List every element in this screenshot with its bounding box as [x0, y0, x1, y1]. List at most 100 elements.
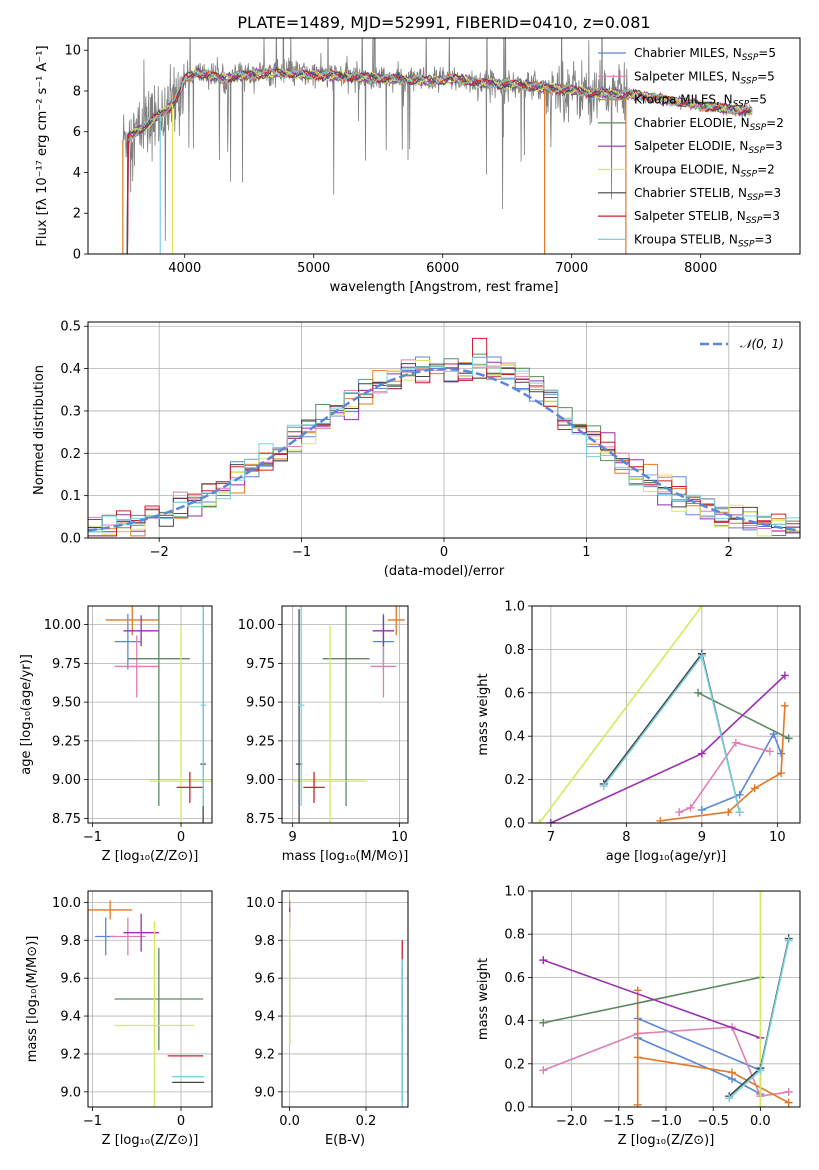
- x-tick-label: 10: [769, 830, 786, 845]
- weight-series-line: [678, 741, 770, 813]
- weight-marker: [724, 808, 733, 817]
- y-tick-label: 0.4: [60, 362, 81, 377]
- y-tick-label: 9.75: [52, 657, 81, 672]
- x-tick-label: 9: [289, 830, 297, 845]
- x-tick-label: −1: [83, 830, 102, 845]
- y-tick-label: 0.0: [504, 1101, 525, 1116]
- y-axis-label: mass [log₁₀(M/M⊙)]: [25, 936, 40, 1063]
- error-bar-point: [298, 606, 305, 806]
- y-tick-label: 0.1: [60, 489, 81, 504]
- y-tick-label: 9.50: [52, 696, 81, 711]
- legend-label: 𝒩(0, 1): [740, 337, 784, 351]
- error-bar-point: [176, 771, 204, 803]
- x-tick-label: 4000: [168, 261, 201, 276]
- weight-marker: [777, 749, 786, 758]
- y-tick-label: 1.0: [504, 600, 525, 615]
- y-tick-label: 0.8: [504, 928, 525, 943]
- legend-label: Salpeter MILES, NSSP=5: [634, 69, 775, 86]
- x-tick-label: 10: [391, 830, 408, 845]
- weight-marker: [784, 936, 793, 945]
- x-tick-label: 8000: [684, 261, 717, 276]
- weight-marker: [539, 956, 548, 965]
- weight-marker: [535, 819, 544, 823]
- weight-marker: [599, 782, 608, 791]
- x-axis-label: Z [log₁₀(Z/Z⊙)]: [102, 849, 199, 864]
- weight-marker: [756, 1066, 765, 1075]
- x-tick-label: −1: [292, 545, 311, 560]
- y-tick-label: 9.0: [254, 1085, 275, 1100]
- weight-marker: [697, 749, 706, 758]
- error-bar-point: [114, 921, 195, 1107]
- y-tick-label: 0.8: [504, 643, 525, 658]
- y-tick-label: 0.2: [504, 1057, 525, 1072]
- legend-label: Salpeter STELIB, NSSP=3: [634, 209, 780, 226]
- chart-age_vs_z: −1 0 8.75 9.00 9.25 9.50 9.75 10.00 Z [log₁₀(Z/Z…: [19, 605, 213, 864]
- x-tick-label: −1.0: [650, 1114, 682, 1129]
- weight-marker: [735, 808, 744, 817]
- x-tick-label: 0: [440, 545, 448, 560]
- plot-area: [122, 38, 753, 254]
- chart-residuals: 𝒩(0, 1) −2 −1 0 1 2 0.0 0.1 0.2 0.3 0.4 0.5 (data-mo…: [32, 320, 801, 579]
- x-axis-label: Z [log₁₀(Z/Z⊙)]: [618, 1133, 715, 1148]
- error-bar-point: [303, 771, 325, 803]
- y-tick-label: 9.6: [60, 972, 81, 987]
- x-tick-label: 8: [622, 830, 630, 845]
- weight-marker: [784, 734, 793, 743]
- y-tick-label: 9.0: [60, 1085, 81, 1100]
- histogram-step-line: [88, 363, 800, 534]
- plot-area: [105, 606, 212, 823]
- axes-frame: [281, 890, 409, 1108]
- weight-marker: [697, 651, 706, 660]
- weight-marker: [765, 747, 774, 756]
- y-tick-label: 9.4: [254, 1010, 275, 1025]
- y-tick-label: 0.2: [60, 447, 81, 462]
- weight-marker: [780, 671, 789, 680]
- weight-marker: [780, 701, 789, 710]
- y-tick-label: 2: [73, 207, 81, 222]
- y-tick-label: 9.00: [52, 773, 81, 788]
- legend-label: Kroupa STELIB, NSSP=3: [634, 232, 772, 249]
- legend-label: Chabrier ELODIE, NSSP=2: [634, 116, 784, 133]
- figure-title: PLATE=1489, MJD=52991, FIBERID=0410, z=0…: [237, 13, 650, 32]
- histogram-step-line: [88, 337, 800, 537]
- y-tick-label: 9.2: [254, 1047, 275, 1062]
- x-tick-label: 7000: [555, 261, 588, 276]
- x-axis-label: (data-model)/error: [384, 564, 505, 579]
- y-tick-label: 0.5: [60, 320, 81, 335]
- weight-marker: [735, 790, 744, 799]
- axes-frame: [531, 605, 801, 824]
- y-tick-label: 9.25: [246, 734, 275, 749]
- weight-marker: [697, 805, 706, 814]
- y-tick-label: 9.75: [246, 657, 275, 672]
- x-tick-label: −0.5: [697, 1114, 729, 1129]
- x-tick-label: 2: [725, 545, 733, 560]
- weight-marker: [546, 819, 555, 823]
- x-axis-label: age [log₁₀(age/yr)]: [606, 849, 727, 864]
- y-tick-label: 0.4: [504, 730, 525, 745]
- x-axis-label: Z [log₁₀(Z/Z⊙)]: [102, 1133, 199, 1148]
- chart-age_vs_mass: 9 10 8.75 9.00 9.25 9.50 9.75 10.00 mass [log₁₀(…: [238, 605, 409, 864]
- y-tick-label: 0.6: [504, 686, 525, 701]
- y-tick-label: 9.8: [254, 934, 275, 949]
- error-bar-point: [114, 947, 204, 1051]
- y-tick-label: 0.6: [504, 971, 525, 986]
- weight-series-line: [538, 606, 703, 823]
- x-axis-label: E(B-V): [325, 1133, 365, 1148]
- y-tick-label: 9.00: [246, 773, 275, 788]
- y-tick-label: 1.0: [504, 885, 525, 900]
- x-tick-label: 0.0: [750, 1114, 771, 1129]
- weight-marker: [633, 986, 642, 995]
- legend-label: Chabrier MILES, NSSP=5: [634, 46, 776, 63]
- y-axis-label: mass weight: [476, 673, 491, 755]
- x-axis-label: wavelength [Angstrom, rest frame]: [330, 280, 559, 295]
- y-tick-label: 0: [73, 248, 81, 263]
- axes-frame: [87, 605, 213, 824]
- y-tick-label: 10.00: [44, 618, 81, 633]
- x-tick-label: −1: [83, 1114, 102, 1129]
- chart-mass_vs_ebv: 0.0 0.2 9.0 9.2 9.4 9.6 9.8 10.0 E(B-V): [246, 890, 409, 1148]
- chart-mass_vs_z: −1 0 9.0 9.2 9.4 9.6 9.8 10.0 Z [log₁₀(Z/Z⊙)] mas…: [25, 890, 213, 1148]
- weight-marker: [728, 1068, 737, 1077]
- y-tick-label: 0.4: [504, 1014, 525, 1029]
- weight-marker: [656, 816, 665, 823]
- chart-spectrum: Chabrier MILES, NSSP=5 Salpeter MILES, NS…: [35, 37, 801, 295]
